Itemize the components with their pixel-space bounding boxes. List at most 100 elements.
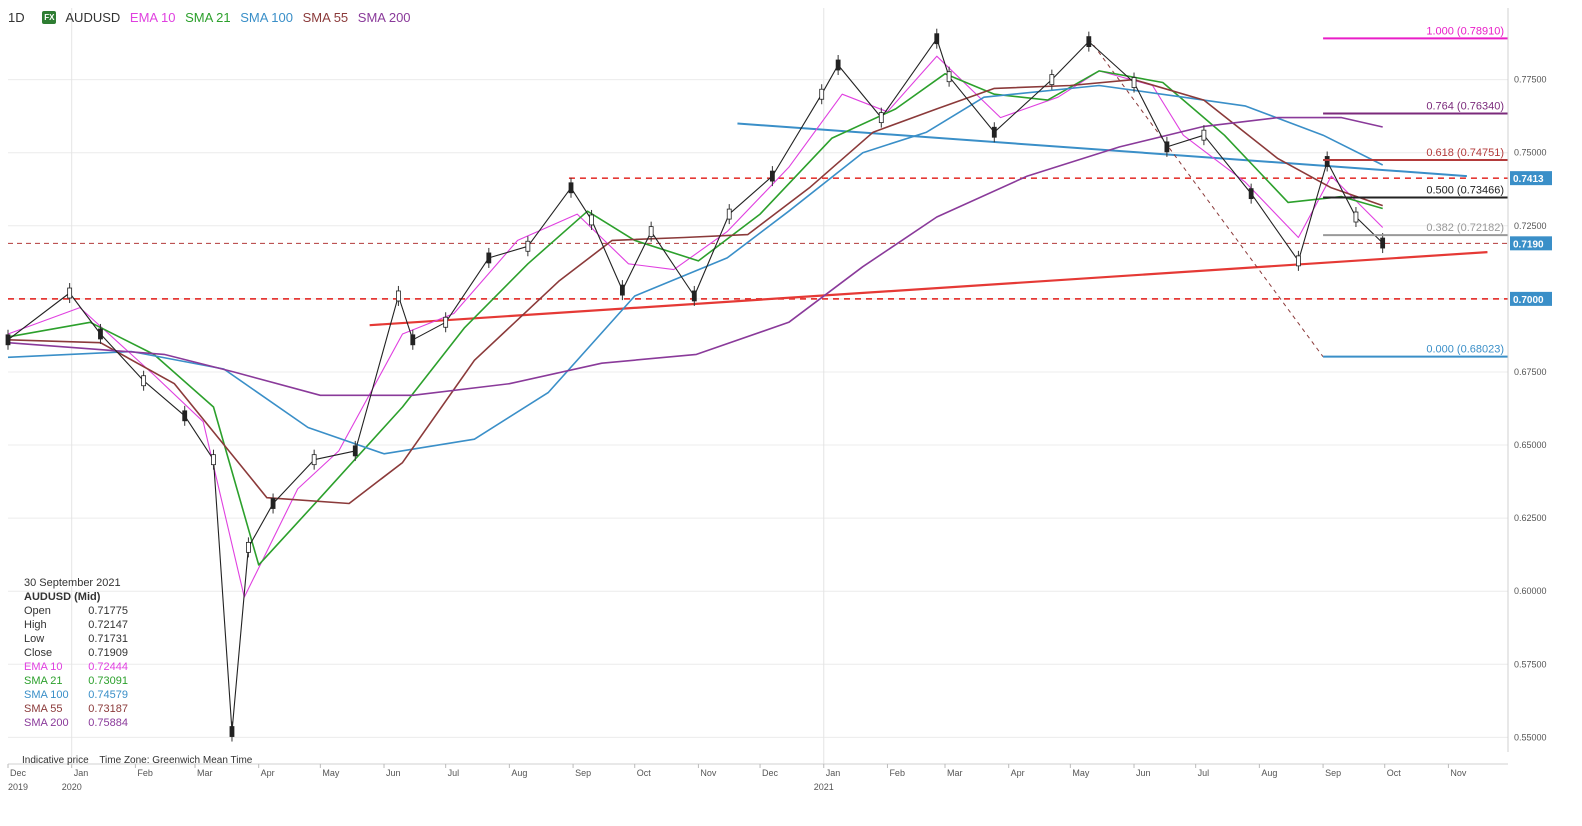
indicator-sma21[interactable]: SMA 21 — [185, 10, 231, 25]
info-row-value: 0.73187 — [88, 703, 128, 715]
series-line-sma-21 — [7, 70, 1383, 566]
info-row-label: SMA 21 — [24, 675, 63, 687]
x-tick-label: May — [322, 768, 340, 778]
chart-header: 1D FX AUDUSD EMA 10 SMA 21 SMA 100 SMA 5… — [8, 10, 417, 25]
candle-body — [1201, 129, 1207, 141]
x-year-label: 2019 — [8, 782, 28, 792]
y-tick-label: 0.67500 — [1514, 367, 1547, 377]
info-row-high: High 0.72147 — [24, 618, 128, 632]
info-row-value: 0.72147 — [88, 619, 128, 631]
x-tick-label: Nov — [1450, 768, 1467, 778]
moving-average-lines — [7, 55, 1384, 598]
candle-body — [525, 240, 531, 252]
x-tick-label: Jun — [1136, 768, 1151, 778]
x-year-label: 2021 — [814, 782, 834, 792]
info-row-label: SMA 200 — [24, 717, 69, 729]
y-tick-label: 0.75000 — [1514, 148, 1547, 158]
candle-body — [5, 334, 11, 346]
candle-body — [98, 328, 103, 340]
timezone-note: Time Zone: Greenwich Mean Time — [99, 755, 253, 766]
candle-body — [443, 316, 449, 328]
price-series — [5, 28, 1386, 742]
candle-body — [568, 182, 574, 194]
candle-body — [141, 375, 147, 387]
series-line-audusd — [7, 38, 1384, 733]
candle-body — [835, 59, 841, 71]
candle-body — [1049, 74, 1055, 86]
y-tick-label: 0.57500 — [1514, 659, 1547, 669]
indicator-sma200[interactable]: SMA 200 — [357, 10, 411, 25]
info-row-label: SMA 55 — [24, 703, 63, 715]
y-tick-label: 0.72500 — [1514, 221, 1547, 231]
x-tick-label: Apr — [1011, 768, 1025, 778]
info-row-value: 0.71909 — [88, 647, 128, 659]
info-row-label: High — [24, 619, 47, 631]
x-tick-label: Dec — [762, 768, 779, 778]
chart-drawings — [8, 38, 1508, 358]
x-tick-label: Mar — [197, 768, 213, 778]
info-date: 30 September 2021 — [24, 577, 121, 589]
info-row-low: Low 0.71731 — [24, 632, 128, 646]
x-tick-label: Dec — [10, 768, 27, 778]
info-row-label: Close — [24, 647, 53, 659]
fib-label-0.618: 0.618 (0.74751) — [1426, 147, 1504, 159]
candle-body — [396, 290, 401, 302]
candle-body — [1248, 188, 1254, 200]
candle-body — [410, 334, 416, 346]
chart-footnote: Indicative price Time Zone: Greenwich Me… — [22, 755, 260, 766]
info-row-label: SMA 100 — [24, 689, 69, 701]
candle-body — [1164, 141, 1170, 153]
info-row-ema10: EMA 10 0.72444 — [24, 660, 128, 674]
info-row-sma55: SMA 55 0.73187 — [24, 702, 128, 716]
info-row-label: Open — [24, 605, 51, 617]
candle-body — [1380, 237, 1386, 249]
info-row-close: Close 0.71909 — [24, 646, 128, 660]
x-tick-label: Oct — [1387, 768, 1402, 778]
price-tag-box — [1510, 236, 1552, 251]
candle-body — [352, 445, 358, 457]
candle-body — [648, 226, 654, 238]
fib-label-0.764: 0.764 (0.76340) — [1426, 101, 1504, 113]
chart-grid — [8, 8, 1508, 764]
support-trendline — [369, 251, 1488, 327]
info-row-sma21: SMA 21 0.73091 — [24, 674, 128, 688]
info-row-value: 0.72444 — [88, 661, 128, 673]
ohlc-info-panel: 30 September 2021 AUDUSD (Mid) Open 0.717… — [24, 576, 128, 730]
x-tick-label: Nov — [700, 768, 717, 778]
candle-body — [1324, 156, 1330, 167]
y-tick-label: 0.65000 — [1514, 440, 1547, 450]
info-row-value: 0.71731 — [88, 633, 128, 645]
candle-body — [589, 214, 594, 226]
series-line-sma-100 — [7, 84, 1384, 455]
timeframe-label[interactable]: 1D — [8, 10, 25, 25]
candle-body — [769, 170, 775, 182]
info-row-open: Open 0.71775 — [24, 604, 128, 618]
candle-body — [486, 252, 492, 264]
indicator-sma55[interactable]: SMA 55 — [302, 10, 349, 25]
x-year-label: 2020 — [62, 782, 82, 792]
series-line-sma-200 — [7, 116, 1383, 397]
x-tick-label: Jul — [1198, 768, 1210, 778]
fib-label-1.000: 1.000 (0.78910) — [1426, 25, 1504, 37]
x-tick-label: Oct — [637, 768, 652, 778]
price-tag-box — [1510, 291, 1552, 306]
x-tick-label: Jun — [386, 768, 401, 778]
series-line-sma-55 — [7, 78, 1383, 505]
y-tick-label: 0.60000 — [1514, 586, 1547, 596]
x-tick-label: Sep — [575, 768, 591, 778]
indicator-sma100[interactable]: SMA 100 — [240, 10, 293, 25]
candle-body — [182, 410, 188, 422]
fib-label-0.500: 0.500 (0.73466) — [1426, 185, 1504, 197]
fib-label-0.000: 0.000 (0.68023) — [1426, 344, 1504, 356]
candle-body — [819, 88, 825, 100]
fibonacci-diagonal — [1088, 38, 1324, 358]
info-row-sma200: SMA 200 0.75884 — [24, 716, 128, 730]
symbol-label[interactable]: AUDUSD — [65, 10, 121, 25]
indicator-ema10[interactable]: EMA 10 — [129, 10, 176, 25]
candle-body — [1086, 36, 1092, 48]
info-row-value: 0.71775 — [88, 605, 128, 617]
resistance-trendline — [737, 122, 1467, 178]
fx-badge-icon: FX — [42, 11, 57, 24]
candle-body — [991, 126, 997, 138]
